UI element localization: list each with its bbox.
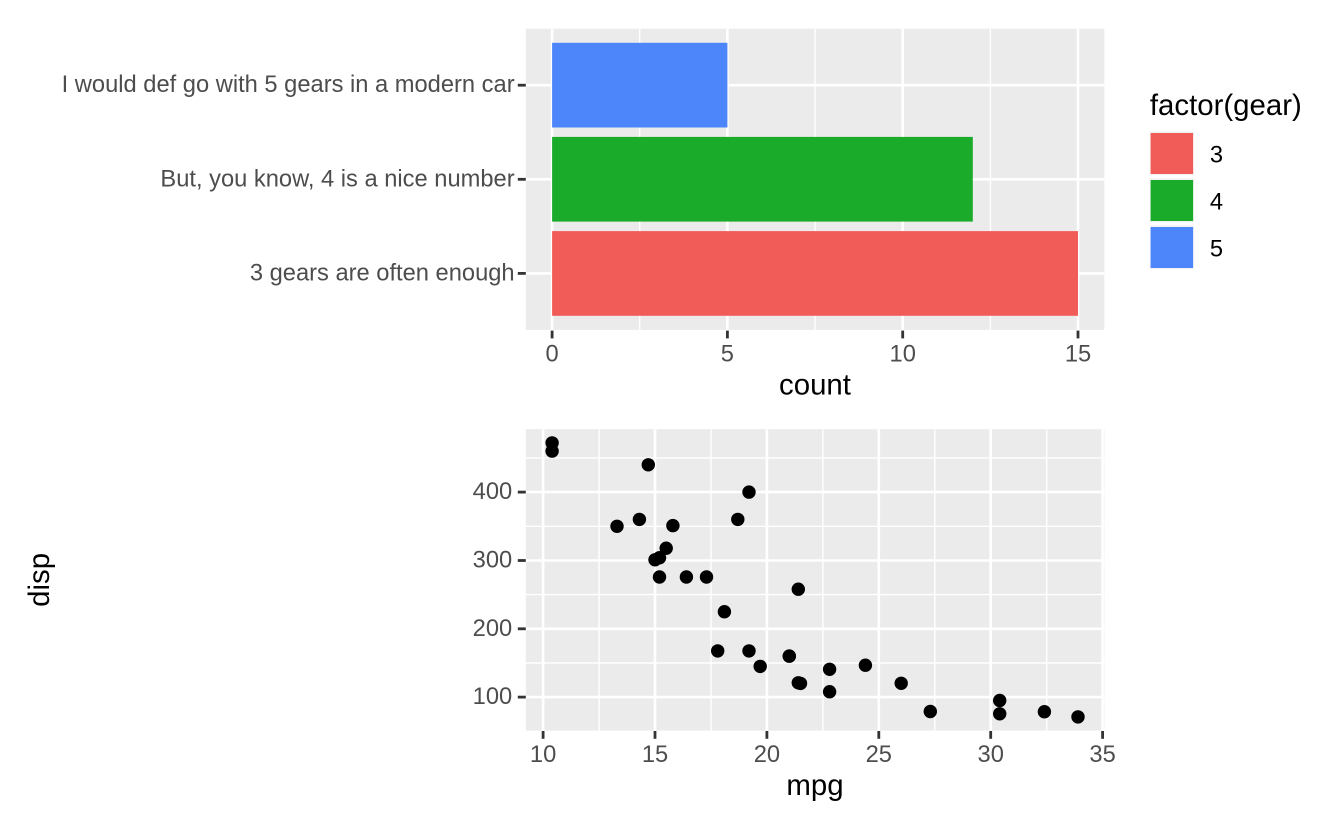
svg-text:But, you know, 4 is a nice num: But, you know, 4 is a nice number — [160, 166, 514, 192]
svg-text:20: 20 — [754, 742, 780, 768]
svg-text:30: 30 — [978, 742, 1004, 768]
svg-text:0: 0 — [546, 342, 559, 368]
svg-text:I would def go with 5 gears in: I would def go with 5 gears in a modern … — [62, 72, 515, 98]
svg-text:15: 15 — [1065, 342, 1091, 368]
svg-text:10: 10 — [530, 742, 556, 768]
svg-text:200: 200 — [473, 616, 513, 642]
svg-text:300: 300 — [473, 548, 513, 574]
svg-text:10: 10 — [890, 342, 916, 368]
svg-text:mpg: mpg — [786, 769, 843, 802]
svg-text:factor(gear): factor(gear) — [1150, 89, 1302, 122]
svg-text:35: 35 — [1089, 742, 1115, 768]
svg-text:100: 100 — [473, 684, 513, 710]
svg-text:5: 5 — [1210, 236, 1223, 262]
svg-text:15: 15 — [642, 742, 668, 768]
svg-text:25: 25 — [866, 742, 892, 768]
svg-text:count: count — [779, 369, 851, 402]
svg-text:disp: disp — [23, 553, 56, 607]
svg-text:3 gears are often enough: 3 gears are often enough — [250, 260, 515, 286]
svg-text:5: 5 — [721, 342, 734, 368]
svg-text:400: 400 — [473, 479, 513, 505]
svg-text:4: 4 — [1210, 189, 1223, 215]
svg-text:3: 3 — [1210, 142, 1223, 168]
